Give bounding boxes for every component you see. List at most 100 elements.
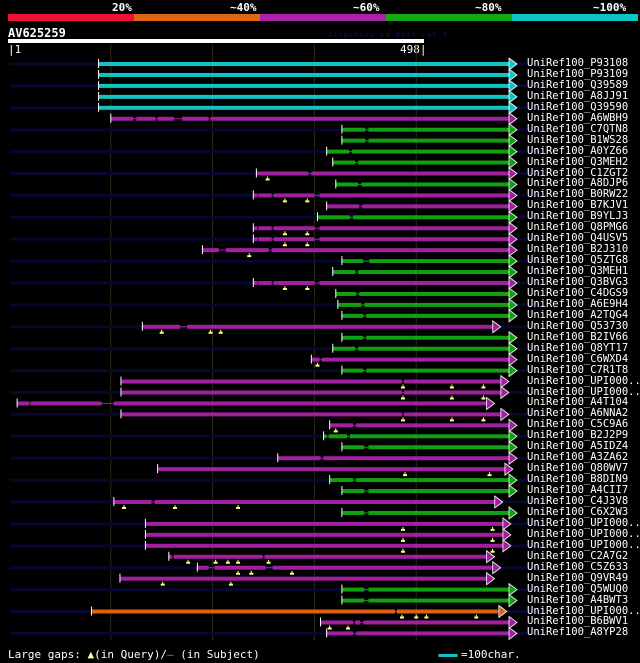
hit-label[interactable]: UniRef100_A5IDZ4 <box>527 440 629 453</box>
hit-label[interactable]: UniRef100_B6BWV1 <box>527 615 629 628</box>
hit-label[interactable]: UniRef100_C7R1T8 <box>527 363 629 376</box>
hit-label[interactable]: UniRef100_Q80WV7 <box>527 462 629 475</box>
hit-label[interactable]: UniRef100_UPI000.. <box>527 527 640 540</box>
hit-segment <box>404 390 502 395</box>
hit-label[interactable]: UniRef100_Q8YT17 <box>527 341 629 354</box>
hit-label[interactable]: UniRef100_A8DJP6 <box>527 177 629 190</box>
hit-label[interactable]: UniRef100_B0RW22 <box>527 188 629 201</box>
hit-segment <box>119 576 488 581</box>
hit-segment <box>364 302 510 307</box>
hit-label[interactable]: UniRef100_C6X2W3 <box>527 505 629 518</box>
hit-label[interactable]: UniRef100_C4DGS9 <box>527 286 629 299</box>
hit-arrow-icon <box>508 188 518 203</box>
hit-segment <box>273 281 315 285</box>
hit-segment <box>136 116 156 121</box>
legend-label-40: ~40% <box>230 1 257 14</box>
hit-label[interactable]: UniRef100_Q3BVG3 <box>527 276 629 288</box>
hit-label[interactable]: UniRef100_Q8PMG6 <box>527 221 629 234</box>
hit-label[interactable]: UniRef100_Q5ZTG8 <box>527 254 629 267</box>
hit-arrow-icon <box>508 68 518 82</box>
hit-label[interactable]: UniRef100_Q39589 <box>527 78 629 91</box>
hit-label[interactable]: UniRef100_C2A7G2 <box>527 549 629 562</box>
scale-label: =100char. <box>461 648 521 661</box>
hit-arrow-icon <box>508 287 518 301</box>
hit-segment <box>358 346 510 351</box>
hit-label[interactable]: UniRef100_C5C9A6 <box>527 418 629 431</box>
hit-segment <box>113 401 488 406</box>
hit-arrow-icon <box>508 166 518 181</box>
hit-arrow-icon <box>508 155 518 170</box>
hit-label[interactable]: UniRef100_UPI000.. <box>527 374 640 387</box>
hit-label[interactable]: UniRef100_Q4USV5 <box>527 232 629 245</box>
subject-gap-marker-icon: – <box>166 648 174 661</box>
hit-label[interactable]: UniRef100_B2J2P9 <box>527 429 629 442</box>
legend-label-100: ~100% <box>593 1 627 14</box>
hit-label[interactable]: UniRef100_B2IV66 <box>527 330 629 343</box>
hit-segment <box>341 259 364 264</box>
ruler-start-value: 1 <box>14 43 22 56</box>
hit-segment <box>273 237 315 242</box>
hit-label[interactable]: UniRef100_Q3MEH2 <box>527 155 629 168</box>
hit-segment <box>319 281 510 285</box>
hit-label[interactable]: UniRef100_Q53730 <box>527 319 629 332</box>
ruler-end-value: 498 <box>400 43 420 56</box>
hit-label[interactable]: UniRef100_UPI000.. <box>527 604 640 617</box>
hit-segment <box>323 456 510 461</box>
hit-label[interactable]: UniRef100_P93108 <box>527 57 629 69</box>
hit-label[interactable]: UniRef100_C4J3V8 <box>527 495 629 507</box>
hit-label[interactable]: UniRef100_A8YP28 <box>527 626 629 639</box>
hit-label[interactable]: UniRef100_A3ZA62 <box>527 451 629 464</box>
hit-segment <box>145 543 504 548</box>
hit-segment <box>368 445 510 450</box>
hit-label[interactable]: UniRef100_A2TQG4 <box>527 308 629 321</box>
hit-label[interactable]: UniRef100_UPI000.. <box>527 385 640 398</box>
hit-label[interactable]: UniRef100_A6NNA2 <box>527 407 629 420</box>
hit-label[interactable]: UniRef100_B7KJV1 <box>527 199 629 212</box>
hit-arrow-icon <box>508 341 518 356</box>
hit-segment <box>256 171 309 176</box>
hit-label[interactable]: UniRef100_B8DIN9 <box>527 473 629 486</box>
hit-segment <box>341 368 364 373</box>
hit-label[interactable]: UniRef100_Q9VR49 <box>527 571 629 584</box>
hit-label[interactable]: UniRef100_A6WBH9 <box>527 111 629 124</box>
hit-segment <box>253 281 258 285</box>
hit-arrow-icon <box>492 560 502 575</box>
query-gap-marker-icon <box>218 329 223 334</box>
hit-segment <box>98 62 511 66</box>
hit-label[interactable]: UniRef100_A4CII7 <box>527 484 629 497</box>
hit-segment <box>332 160 356 165</box>
hit-label[interactable]: UniRef100_A4BWT3 <box>527 593 629 606</box>
hit-label[interactable]: UniRef100_C7QTN8 <box>527 122 629 135</box>
hit-arrow-icon <box>502 538 512 553</box>
hit-segment <box>356 631 510 636</box>
hit-arrow-icon <box>508 418 518 433</box>
hit-label[interactable]: UniRef100_A4T104 <box>527 396 629 409</box>
query-gap-marker-icon <box>333 428 338 433</box>
hit-segment <box>145 532 504 537</box>
hit-label[interactable]: UniRef100_Q5WUQ0 <box>527 582 629 595</box>
hit-segment <box>396 609 498 614</box>
hit-segment <box>341 138 366 143</box>
hit-segment <box>214 565 266 570</box>
hit-segment <box>202 248 219 253</box>
hit-arrow-icon <box>508 626 518 641</box>
hit-label[interactable]: UniRef100_UPI000.. <box>527 516 640 529</box>
hit-label[interactable]: UniRef100_C5Z633 <box>527 560 629 573</box>
hit-label[interactable]: UniRef100_C1ZGT2 <box>527 166 629 179</box>
hit-label[interactable]: UniRef100_Q39590 <box>527 100 629 113</box>
hit-label[interactable]: UniRef100_B1WS28 <box>527 133 629 146</box>
query-gap-marker-icon <box>172 505 177 509</box>
hit-label[interactable]: UniRef100_B9YLJ3 <box>527 210 629 223</box>
hit-label[interactable]: UniRef100_A0YZ66 <box>527 144 629 157</box>
hit-label[interactable]: UniRef100_A6E9H4 <box>527 297 629 310</box>
color-swatch-60 <box>260 14 386 21</box>
hit-label[interactable]: UniRef100_B2J310 <box>527 243 629 256</box>
query-gap-marker-icon <box>236 505 241 509</box>
hit-label[interactable]: UniRef100_C6WXD4 <box>527 352 629 365</box>
hit-label[interactable]: UniRef100_A8JJ91 <box>527 89 629 102</box>
hit-label[interactable]: UniRef100_UPI000.. <box>527 538 640 551</box>
hit-label[interactable]: UniRef100_Q3MEH1 <box>527 265 629 278</box>
query-gap-marker-icon <box>282 198 287 203</box>
hit-segment <box>182 116 209 121</box>
hit-label[interactable]: UniRef100_P93109 <box>527 67 629 80</box>
